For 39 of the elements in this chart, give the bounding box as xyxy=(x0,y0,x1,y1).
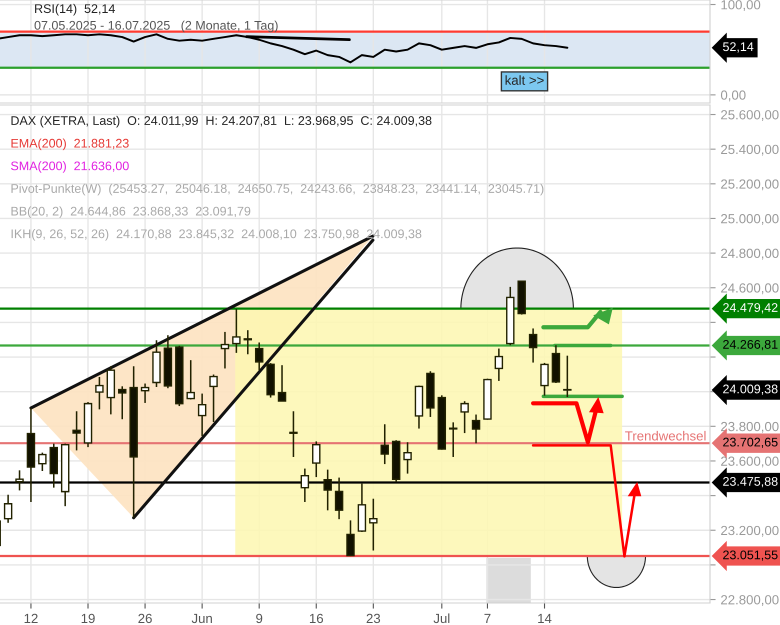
y-tick-label: 23.200,00 xyxy=(721,526,779,537)
y-tick-label: 0,00 xyxy=(720,90,746,102)
y-tick-label: 23.800,00 xyxy=(721,422,779,433)
text: 52,14 xyxy=(723,42,754,53)
ref-line-label: 23.051,55 xyxy=(723,550,778,561)
annotation: EMA(200) 21.881,23 xyxy=(11,138,129,150)
ref-line-label: 24.266,81 xyxy=(723,340,778,350)
x-tick-label: 16 xyxy=(310,614,324,624)
x-tick-label: Jul xyxy=(434,613,450,624)
x-tick-label: 26 xyxy=(138,614,152,624)
annotation: SMA(200) 21.636,00 xyxy=(11,161,129,173)
text: DAX (XETRA, Last) O: 24.011,99 H: 24.207,81 L: 23.968,95 C: 24.009,38 xyxy=(11,116,432,128)
y-tick-label: 25.000,00 xyxy=(721,214,779,225)
text: 07.05.2025 - 16.07.2025 (2 Monate, 1 Tag) xyxy=(34,20,278,32)
y-tick-label: 22.800,00 xyxy=(721,595,779,606)
annotation: Trendwechsel xyxy=(625,430,706,441)
x-tick-label: Jun xyxy=(192,614,212,624)
x-tick-label: 7 xyxy=(484,614,490,623)
chart-title: RSI(14) 52,14 xyxy=(35,4,115,16)
y-tick-label: 25.600,00 xyxy=(721,110,779,121)
ref-line-label: 24.479,42 xyxy=(723,303,778,314)
ref-line-label: 23.702,65 xyxy=(723,438,778,448)
y-tick-label: 25.200,00 xyxy=(721,179,779,190)
annotation: kalt >> xyxy=(506,75,544,85)
x-tick-label: 19 xyxy=(82,614,95,624)
text: 24.009,38 xyxy=(723,384,778,395)
x-tick-label: 14 xyxy=(538,614,552,623)
y-tick-label: 25.400,00 xyxy=(721,144,779,156)
annotation: IKH(9, 26, 52, 26) 24.170,88 23.845,32 24.008,10 23.750,98 24.009,38 xyxy=(12,229,422,241)
annotation: Pivot-Punkte(W) (25453.27, 25046.18, 24650.75, 24243.66, 23848.23, 23441.14, 23045.71) xyxy=(11,184,544,196)
y-tick-label: 23.600,00 xyxy=(721,456,779,468)
y-tick-label: 24.600,00 xyxy=(721,283,779,294)
x-tick-label: 9 xyxy=(256,614,262,624)
ref-line-label: 23.475,88 xyxy=(723,476,778,488)
x-tick-label: 12 xyxy=(24,614,38,623)
y-tick-label: 100,00 xyxy=(721,0,760,11)
annotation: BB(20, 2) 24.644,86 23.868,33 23.091,79 xyxy=(11,206,250,218)
y-tick-label: 24.800,00 xyxy=(721,248,779,260)
x-tick-label: 23 xyxy=(366,614,380,624)
